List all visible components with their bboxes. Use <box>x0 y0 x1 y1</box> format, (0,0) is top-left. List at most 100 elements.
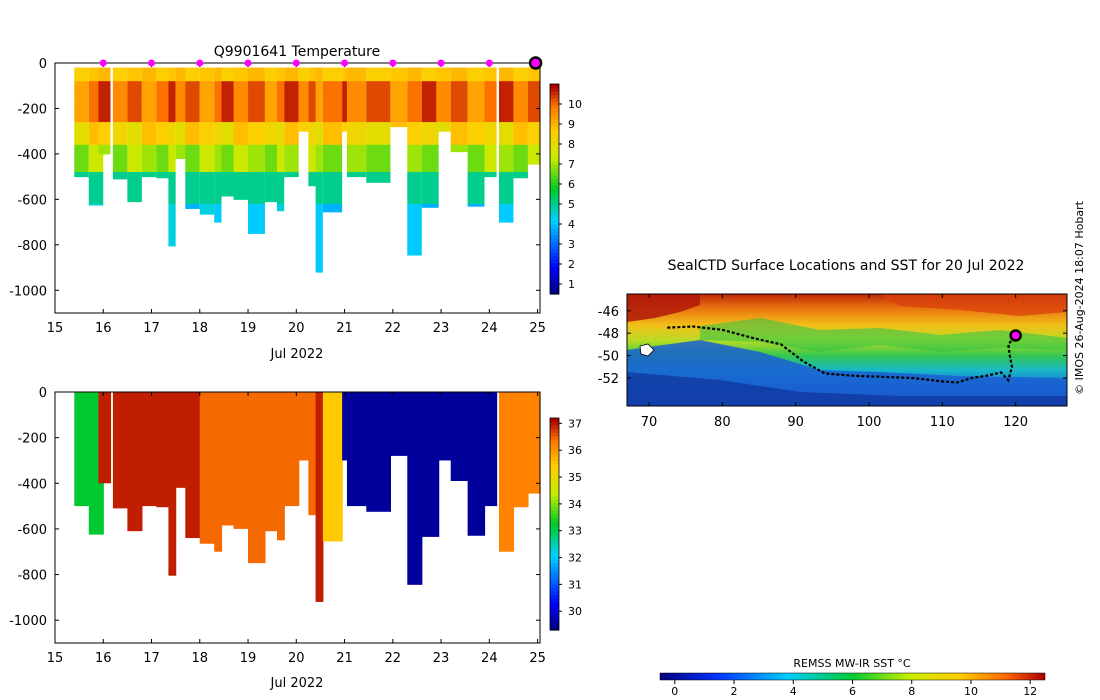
salinity-column <box>221 392 237 526</box>
temperature-cell <box>498 140 514 146</box>
temperature-cell <box>342 122 347 128</box>
colorbar-tick-label: 4 <box>568 218 575 231</box>
temperature-cell <box>264 76 277 82</box>
salinity-column <box>248 392 266 564</box>
temperature-cell <box>185 76 200 82</box>
temperature-cell <box>484 85 497 91</box>
temperature-profiles <box>74 67 540 273</box>
temperature-cell <box>498 172 514 178</box>
y-tick-label: -800 <box>17 569 47 584</box>
temperature-cell <box>175 126 191 132</box>
salinity-column <box>322 392 343 542</box>
map-frame <box>626 293 1068 407</box>
temperature-cell <box>264 190 277 196</box>
temperature-cell <box>366 103 391 109</box>
temperature-cell <box>407 67 422 73</box>
colorbar-segment <box>550 520 559 525</box>
colorbar-segment <box>550 210 559 215</box>
temperature-cell <box>264 72 277 78</box>
colorbar-tick-label: 7 <box>568 158 575 171</box>
temperature-cell <box>322 126 343 132</box>
temperature-cell <box>366 176 391 182</box>
temperature-cell <box>214 185 222 191</box>
temperature-cell <box>98 131 111 137</box>
temperature-cell <box>214 140 222 146</box>
temperature-cell <box>276 94 285 100</box>
temperature-cell <box>127 122 142 128</box>
temperature-cell <box>221 167 236 173</box>
temperature-cell <box>185 81 200 87</box>
temperature-cell <box>168 85 176 91</box>
salinity-column <box>276 392 285 541</box>
temperature-cell <box>168 144 176 150</box>
temperature-cell <box>421 167 439 173</box>
colorbar-segment <box>550 559 559 564</box>
colorbar-segment <box>550 527 559 532</box>
temperature-cell <box>112 126 128 132</box>
temperature-cell <box>88 194 104 200</box>
temperature-cell <box>315 81 323 87</box>
temperature-cell <box>421 181 439 187</box>
temperature-cell <box>214 167 222 173</box>
temperature-cell <box>156 94 171 100</box>
temperature-cell <box>141 172 157 178</box>
temperature-cell <box>156 103 171 109</box>
temperature-cell <box>248 113 265 119</box>
x-tick-label: 22 <box>385 651 402 666</box>
temperature-cell <box>98 108 111 114</box>
temperature-cell <box>322 185 343 191</box>
colorbar-segment <box>550 471 559 476</box>
temperature-cell <box>264 113 277 119</box>
temperature-cell <box>390 122 408 128</box>
temperature-cell <box>315 226 323 232</box>
temperature-cell <box>214 176 222 182</box>
temperature-cell <box>421 135 439 141</box>
temperature-cell <box>484 144 497 150</box>
temperature-cell <box>315 194 323 200</box>
temperature-cell <box>276 85 285 91</box>
temperature-cell <box>298 94 309 100</box>
temperature-cell <box>248 181 265 187</box>
temperature-cell <box>498 217 514 223</box>
temperature-cell <box>467 199 485 205</box>
colorbar-segment <box>550 467 559 472</box>
temperature-cell <box>88 99 104 105</box>
temperature-cell <box>168 176 176 182</box>
temperature-cell <box>407 213 422 219</box>
temperature-cell <box>315 158 323 164</box>
temperature-cell <box>308 117 319 123</box>
temperature-cell <box>366 135 391 141</box>
temperature-cell <box>513 135 528 141</box>
temperature-cell <box>127 131 142 137</box>
temperature-cell <box>264 176 277 182</box>
temperature-cell <box>185 126 200 132</box>
temperature-cell <box>484 103 497 109</box>
temperature-cell <box>450 72 468 78</box>
salinity-column <box>74 392 90 507</box>
temperature-cell <box>308 167 319 173</box>
temperature-cell <box>527 126 540 132</box>
x-tick-label: 16 <box>95 321 112 336</box>
temperature-cell <box>98 144 111 150</box>
temperature-cell <box>407 172 422 178</box>
temperature-cell <box>74 140 89 146</box>
temperature-cell <box>450 149 468 153</box>
temperature-cell <box>498 163 514 169</box>
temperature-cell <box>248 67 265 73</box>
temperature-cell <box>421 72 439 78</box>
temperature-cell <box>308 149 319 155</box>
temperature-cell <box>74 144 89 150</box>
temperature-cell <box>233 81 249 87</box>
salinity-column <box>308 392 319 516</box>
temperature-cell <box>74 76 89 82</box>
temperature-cell <box>298 108 309 114</box>
temperature-cell <box>221 76 236 82</box>
temperature-cell <box>112 158 128 164</box>
colorbar-segment <box>550 217 559 222</box>
temperature-cell <box>342 108 347 114</box>
salinity-axes-frame <box>54 391 541 644</box>
temperature-cell <box>407 140 422 146</box>
temperature-cell <box>284 113 299 119</box>
temperature-cell <box>175 81 191 87</box>
temperature-cell <box>346 117 367 123</box>
